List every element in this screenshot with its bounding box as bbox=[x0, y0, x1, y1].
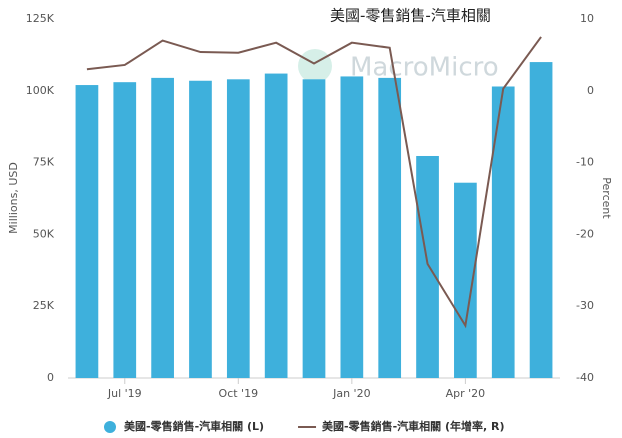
y-axis-label: Millions, USD bbox=[7, 162, 20, 234]
chart-title: 美國-零售銷售-汽車相關 bbox=[330, 7, 491, 25]
y2-tick-label: 0 bbox=[587, 84, 594, 97]
y2-tick-label: -20 bbox=[576, 227, 594, 240]
bar bbox=[416, 155, 439, 378]
y-tick-label: 100K bbox=[26, 84, 55, 97]
bar bbox=[151, 77, 174, 378]
legend-label: 美國-零售銷售-汽車相關 (L) bbox=[124, 419, 264, 433]
bar bbox=[529, 62, 553, 379]
y-tick-label: 75K bbox=[33, 156, 55, 169]
bar bbox=[378, 77, 402, 378]
y2-tick-label: -30 bbox=[576, 299, 594, 312]
line bbox=[86, 36, 542, 329]
y2-tick-label: 10 bbox=[580, 12, 594, 25]
y-tick-label: 50K bbox=[33, 227, 55, 240]
legend-swatch bbox=[104, 421, 116, 433]
x-tick-label: Jan '20 bbox=[332, 387, 370, 400]
bar bbox=[226, 79, 250, 378]
y2-tick-label: -40 bbox=[576, 371, 594, 384]
y2-tick-label: -10 bbox=[576, 156, 594, 169]
bar bbox=[340, 76, 364, 378]
bar bbox=[302, 79, 326, 378]
bar bbox=[491, 86, 515, 378]
y-tick-label: 125K bbox=[26, 12, 55, 25]
bar bbox=[189, 80, 212, 379]
y2-axis-label: Percent bbox=[600, 177, 613, 219]
y-tick-label: 25K bbox=[33, 299, 55, 312]
x-tick-label: Apr '20 bbox=[446, 387, 486, 400]
bar bbox=[113, 82, 137, 379]
x-tick-label: Jul '19 bbox=[107, 387, 142, 400]
bar bbox=[454, 182, 477, 378]
y-tick-label: 0 bbox=[47, 371, 54, 384]
x-tick-label: Oct '19 bbox=[219, 387, 259, 400]
bar bbox=[264, 73, 288, 379]
bar bbox=[75, 85, 99, 378]
watermark: MacroMicro bbox=[350, 53, 499, 83]
watermark-logo bbox=[298, 49, 332, 83]
legend-label: 美國-零售銷售-汽車相關 (年增率, R) bbox=[322, 419, 505, 433]
